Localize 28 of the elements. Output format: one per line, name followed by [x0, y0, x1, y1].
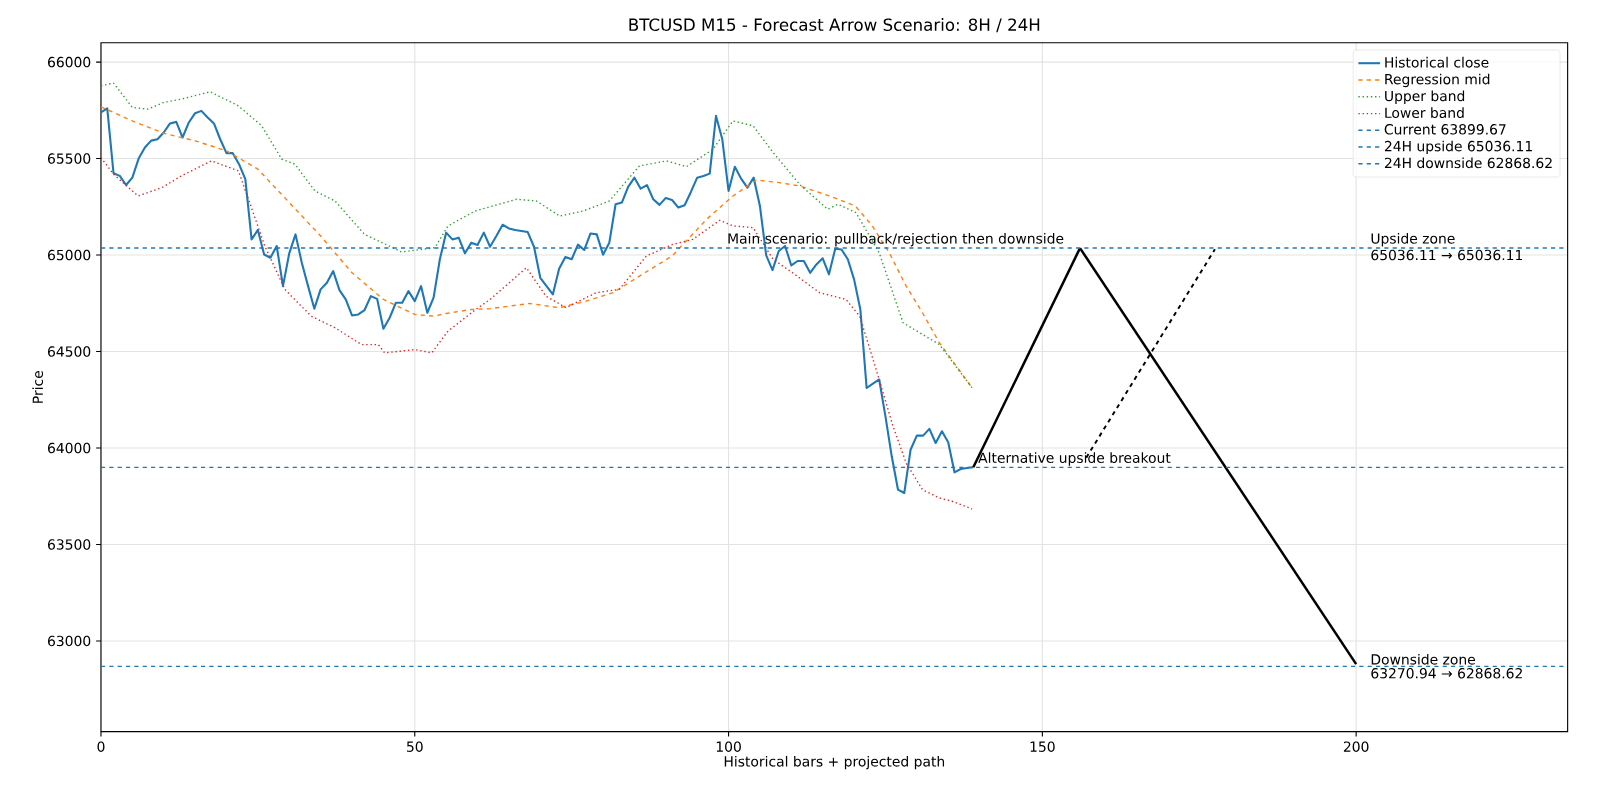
annotation: 63270.94 → 62868.62: [1371, 667, 1522, 679]
annotation: Alternative upside breakout: [978, 452, 1171, 466]
y-tick-label: 65500: [48, 153, 91, 164]
x-tick-label: 50: [407, 741, 423, 752]
y-tick-label: 63500: [48, 539, 91, 550]
legend-label: Current 63899.67: [1384, 124, 1506, 135]
legend-label: Regression mid: [1385, 73, 1490, 88]
x-tick-label: 150: [1030, 741, 1055, 752]
annotation: 65036.11 → 65036.11: [1371, 249, 1523, 261]
x-tick-label: 0: [97, 741, 105, 752]
chart-title: BTCUSD M15 - Forecast Arrow Scenario: 8H / 24H: [629, 18, 1040, 33]
y-tick-label: 64000: [48, 442, 91, 454]
y-tick-label: 64500: [48, 346, 91, 357]
x-tick-label: 200: [1343, 741, 1369, 752]
legend-label: Lower band: [1385, 107, 1464, 119]
y-tick-label: 63000: [48, 635, 91, 647]
annotation: Upside zone: [1371, 232, 1455, 247]
legend-label: Upper band: [1385, 90, 1465, 104]
x-axis-title: Historical bars + projected path: [724, 755, 945, 770]
legend-label: 24H downside 62868.62: [1384, 157, 1552, 169]
x-tick-label: 100: [716, 741, 741, 752]
annotation: Downside zone: [1371, 653, 1475, 665]
y-tick-label: 66000: [48, 56, 91, 68]
y-tick-label: 65000: [48, 249, 91, 261]
legend-label: 24H upside 65036.11: [1384, 140, 1532, 155]
y-axis-title: Price: [32, 370, 44, 403]
legend-label: Historical close: [1385, 56, 1489, 68]
annotation: Main scenario: pullback/rejection then downside: [728, 232, 1064, 247]
